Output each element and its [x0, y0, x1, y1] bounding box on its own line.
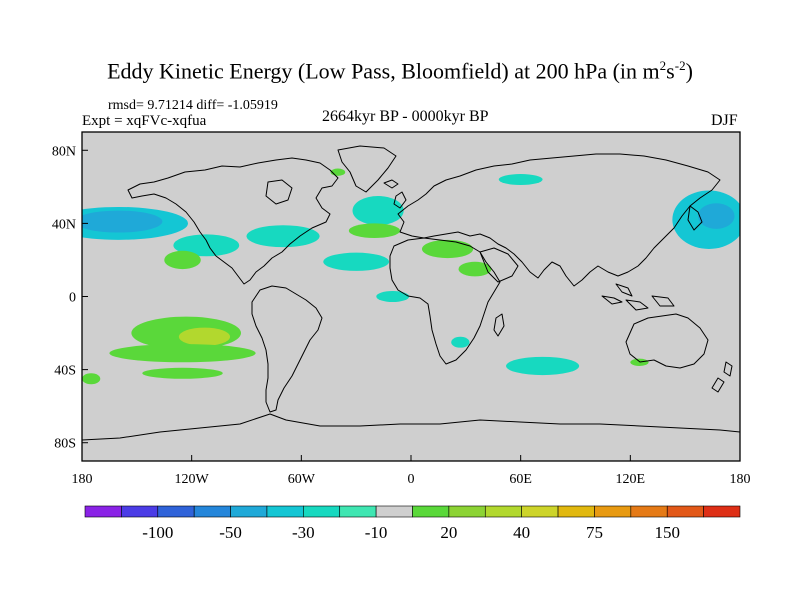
anomaly-south-pacific-belt — [109, 344, 256, 363]
colorbar-swatch-6 — [303, 505, 341, 518]
colorbar-label-1: -100 — [142, 523, 173, 542]
x-axis: 180 120W 60W 0 60E 120E 180 — [72, 455, 751, 487]
japan-outline — [687, 205, 703, 231]
madagascar-outline — [493, 313, 505, 337]
colorbar-swatch-10 — [448, 505, 486, 518]
y-axis: 80N 40N 0 40S 80S — [52, 144, 88, 452]
british-isles-outline — [393, 191, 407, 209]
colorbar: -100 -50 -30 -10 20 40 75 150 — [84, 505, 741, 542]
south-america-outline — [251, 285, 323, 413]
stats-label: rmsd= 9.71214 diff= -1.05919 — [108, 98, 278, 113]
y-tick-label-3: 40S — [54, 364, 76, 379]
colorbar-label-11: 40 — [513, 523, 530, 542]
x-tick-label-2: 60W — [288, 472, 316, 487]
period-label: 2664kyr BP - 0000kyr BP — [322, 108, 489, 125]
anomaly-north-pacific-mid — [82, 210, 163, 233]
anomaly-east-pacific-positive — [164, 250, 201, 270]
anomaly-south-indian-negative — [506, 356, 580, 376]
indonesia-outline — [601, 283, 675, 311]
africa-outline — [389, 237, 501, 365]
north-america-outline — [127, 157, 339, 285]
colorbar-label-3: -50 — [219, 523, 242, 542]
anomaly-arctic-russia-negative — [498, 174, 543, 186]
colorbar-swatch-13 — [557, 505, 595, 518]
anomaly-atlantic-positive — [348, 223, 401, 239]
anomaly-layer — [82, 168, 740, 385]
colorbar-swatch-14 — [594, 505, 632, 518]
coastlines — [82, 145, 740, 441]
colorbar-swatch-5 — [266, 505, 304, 518]
colorbar-swatch-4 — [230, 505, 268, 518]
anomaly-north-america-negative — [246, 225, 320, 248]
new-zealand-outline — [711, 361, 733, 393]
anomaly-tropical-atlantic-negative — [376, 291, 410, 302]
colorbar-swatch-3 — [193, 505, 231, 518]
colorbar-swatch-17 — [703, 505, 741, 518]
colorbar-label-13: 75 — [586, 523, 603, 542]
anomaly-south-pacific-west-positive — [82, 373, 101, 385]
greenland-outline — [337, 145, 397, 193]
colorbar-label-9: 20 — [440, 523, 457, 542]
anomaly-australia-positive — [630, 358, 649, 366]
colorbar-label-7: -10 — [365, 523, 388, 542]
colorbar-swatch-2 — [157, 505, 195, 518]
anomaly-south-pacific-stronger — [178, 327, 231, 346]
australia-outline — [625, 313, 709, 369]
anomaly-mid-atlantic-negative — [323, 252, 390, 271]
experiment-label: Expt = xqFVc-xqfua — [82, 113, 207, 129]
x-tick-label-0: 180 — [72, 472, 93, 487]
hudson-bay-outline — [265, 179, 293, 205]
arabia-outline — [479, 247, 519, 283]
x-tick-label-4: 60E — [509, 472, 532, 487]
y-tick-label-4: 80S — [54, 437, 76, 452]
colorbar-swatch-16 — [666, 505, 704, 518]
colorbar-swatch-7 — [339, 505, 377, 518]
x-tick-label-6: 180 — [730, 472, 751, 487]
anomaly-west-pacific-mid — [697, 203, 735, 229]
season-label: DJF — [711, 112, 738, 129]
anomaly-arabia-positive — [458, 261, 492, 277]
colorbar-swatch-0 — [84, 505, 122, 518]
colorbar-label-15: 150 — [654, 523, 680, 542]
x-tick-label-1: 120W — [175, 472, 210, 487]
colorbar-swatch-12 — [521, 505, 559, 518]
x-tick-label-5: 120E — [616, 472, 646, 487]
y-tick-label-1: 40N — [52, 217, 76, 232]
colorbar-swatch-11 — [484, 505, 522, 518]
y-tick-label-0: 80N — [52, 144, 76, 159]
anomaly-south-atlantic-negative — [451, 336, 470, 348]
x-tick-label-3: 0 — [408, 472, 415, 487]
y-tick-label-2: 0 — [69, 291, 76, 306]
eurasia-outline — [397, 153, 721, 287]
colorbar-swatch-8 — [375, 505, 413, 518]
chart-title: Eddy Kinetic Energy (Low Pass, Bloomfiel… — [107, 58, 693, 84]
iceland-outline — [383, 179, 399, 189]
anomaly-north-atlantic-negative — [352, 195, 404, 226]
colorbar-swatch-1 — [121, 505, 159, 518]
anomaly-southern-ocean-positive — [142, 367, 223, 379]
colorbar-swatch-15 — [630, 505, 668, 518]
antarctica-outline — [82, 413, 740, 441]
anomaly-east-pacific-negative — [173, 234, 240, 257]
colorbar-swatch-9 — [412, 505, 450, 518]
colorbar-label-5: -30 — [292, 523, 315, 542]
anomaly-mediterranean-positive — [421, 239, 474, 259]
